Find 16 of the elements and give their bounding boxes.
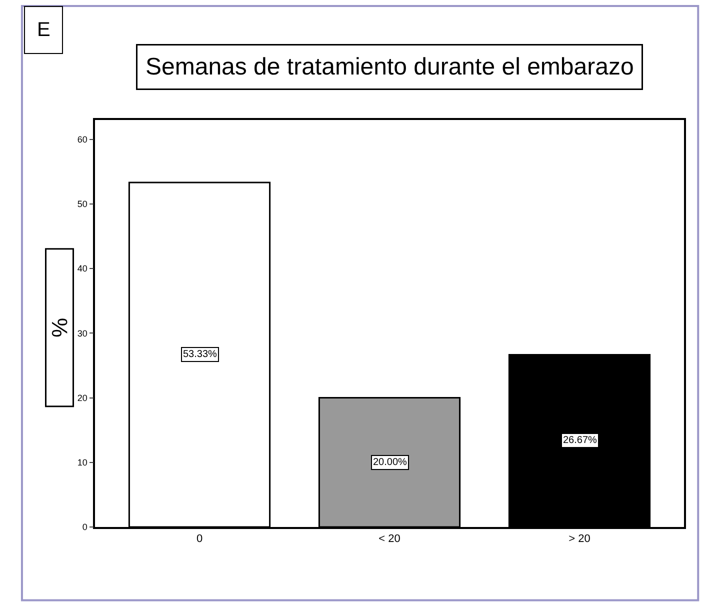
data-label: 20.00% — [373, 457, 408, 468]
data-label: 53.33% — [183, 349, 218, 360]
y-tick-label: 30 — [77, 328, 88, 338]
y-tick-label: 20 — [77, 392, 88, 403]
text: E — [37, 19, 50, 41]
x-tick-label: 0 — [196, 532, 203, 545]
y-tick-label: 10 — [77, 458, 88, 468]
y-axis-title: % — [47, 318, 72, 338]
data-label: 26.67% — [563, 435, 598, 446]
y-tick-label: 40 — [77, 264, 88, 274]
y-tick-label: 50 — [77, 199, 88, 210]
y-tick-label: 0 — [82, 522, 88, 532]
x-tick-label: < 20 — [378, 532, 400, 545]
chart-title: Semanas de tratamiento durante el embarazo — [146, 54, 634, 80]
x-tick-label: > 20 — [568, 532, 590, 545]
y-tick-label: 60 — [77, 134, 88, 145]
